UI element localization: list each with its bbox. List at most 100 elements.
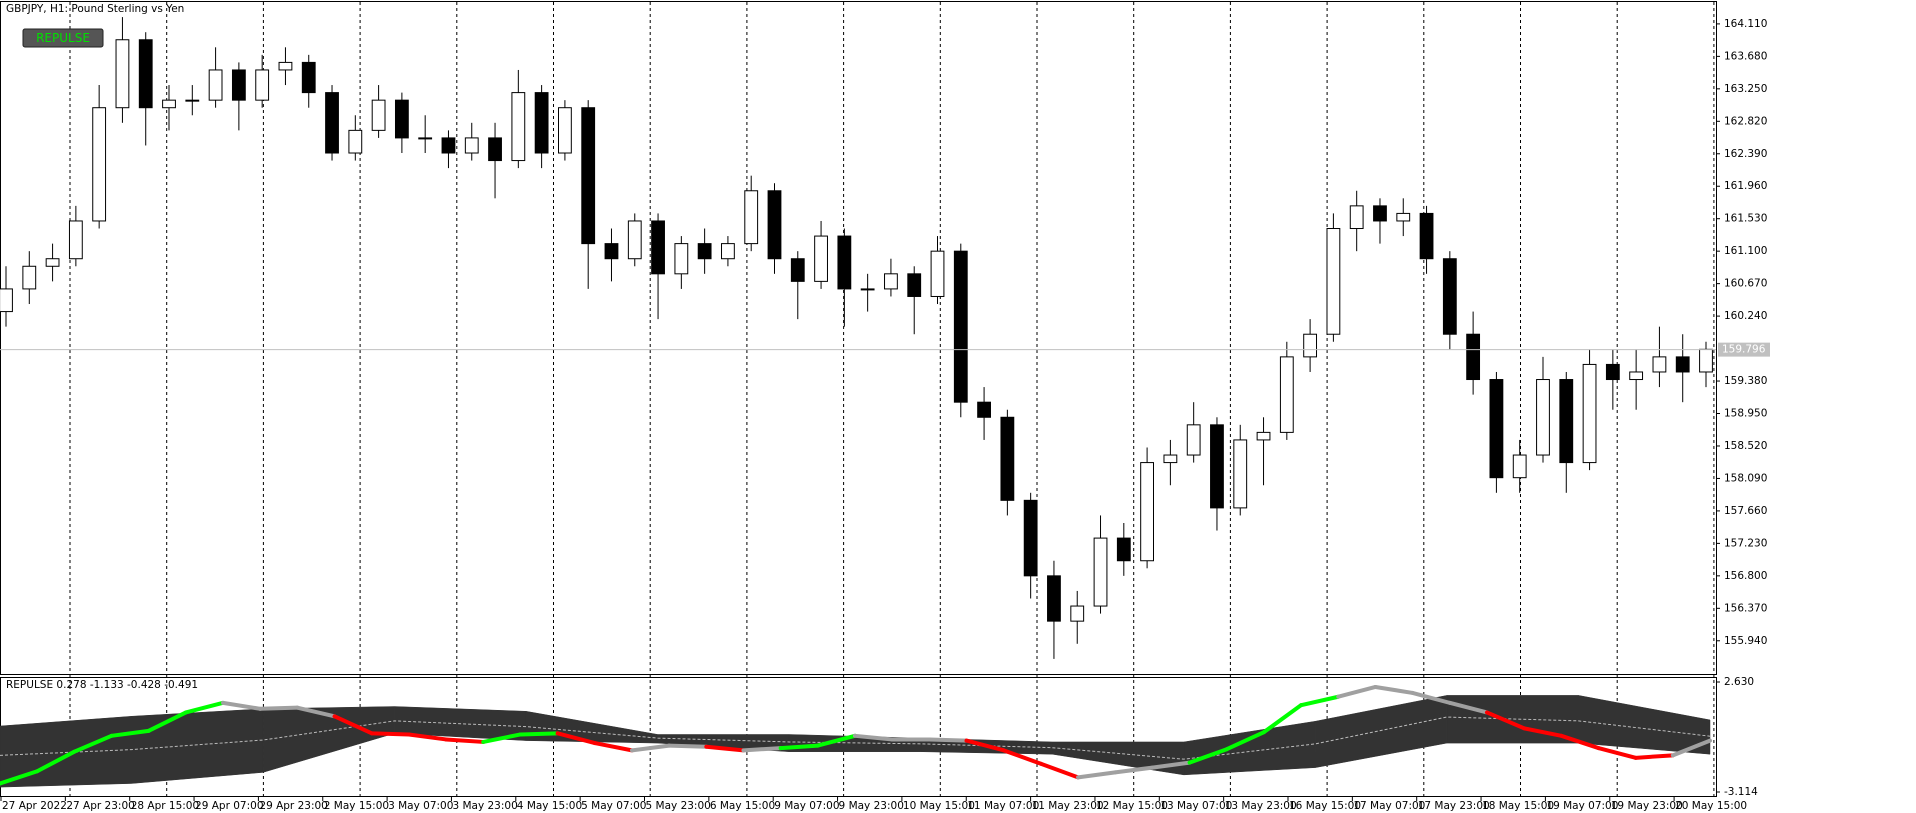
candle-body xyxy=(1210,424,1224,509)
candle-body xyxy=(255,69,270,101)
repulse-segment xyxy=(1559,733,1601,751)
repulse-segment xyxy=(1187,747,1229,765)
candle-body xyxy=(627,220,642,260)
candle-body xyxy=(348,129,363,154)
candle-body xyxy=(1000,416,1015,501)
x-tick-label: 16 May 15:00 xyxy=(1289,800,1361,812)
indicator-button[interactable] xyxy=(22,28,104,48)
candle-body xyxy=(418,137,433,140)
x-tick-label: 10 May 15:00 xyxy=(903,800,975,812)
candle-body xyxy=(162,99,176,109)
price-label-box xyxy=(1718,342,1770,357)
repulse-segment xyxy=(1038,761,1081,780)
candle-body xyxy=(1233,439,1248,509)
repulse-segment xyxy=(704,744,746,753)
y-tick-label: 161.960 xyxy=(1724,180,1767,192)
x-tick-label: 27 Apr 2022 xyxy=(2,800,67,812)
candle-body xyxy=(814,235,828,282)
candle-body xyxy=(1256,431,1271,441)
candle-body xyxy=(1675,356,1690,373)
price-label: 159.796 xyxy=(1722,344,1766,356)
x-tick-label: 11 May 23:00 xyxy=(1032,800,1104,812)
x-tick-label: 13 May 07:00 xyxy=(1160,800,1232,812)
candle-body xyxy=(0,288,13,313)
y-tick-label: 163.680 xyxy=(1724,50,1767,62)
candle-body xyxy=(604,243,619,260)
candle-body xyxy=(325,92,339,154)
repulse-segment xyxy=(1447,700,1489,715)
repulse-segment xyxy=(1336,684,1378,699)
repulse-segment xyxy=(555,731,597,746)
repulse-segment xyxy=(1001,748,1043,766)
y-tick-label: 162.390 xyxy=(1724,148,1767,160)
repulse-segment xyxy=(1299,694,1341,708)
repulse-segment xyxy=(0,769,40,786)
candle-body xyxy=(1373,205,1387,222)
candle-body xyxy=(860,288,875,291)
x-tick-label: 3 May 07:00 xyxy=(388,800,453,812)
repulse-segment xyxy=(778,743,820,751)
x-tick-label: 17 May 07:00 xyxy=(1353,800,1425,812)
repulse-segment xyxy=(481,732,523,744)
candle-body xyxy=(884,273,898,290)
y-tick-label: 162.820 xyxy=(1724,115,1767,127)
candle-body xyxy=(837,235,852,290)
y-tick-label: 163.250 xyxy=(1724,83,1767,95)
candle-body xyxy=(1186,424,1201,456)
candle-body xyxy=(744,190,759,245)
x-tick-label: 5 May 07:00 xyxy=(581,800,646,812)
repulse-segment xyxy=(927,737,969,743)
candle-body xyxy=(581,107,596,245)
x-tick-label: 2 May 15:00 xyxy=(324,800,389,812)
candle-body xyxy=(697,243,712,260)
y-tick-label: 157.660 xyxy=(1724,505,1767,517)
x-tick-label: 9 May 07:00 xyxy=(774,800,839,812)
repulse-segment xyxy=(592,741,634,753)
repulse-segment xyxy=(183,700,226,715)
x-tick-label: 19 May 07:00 xyxy=(1546,800,1618,812)
band-mid xyxy=(0,716,1711,760)
x-tick-label: 6 May 15:00 xyxy=(710,800,775,812)
candle-body xyxy=(45,258,60,267)
candle-body xyxy=(1466,333,1481,381)
y-tick-label: 161.530 xyxy=(1724,213,1767,225)
day-separators xyxy=(69,2,1715,797)
candle-body xyxy=(394,99,409,139)
candle-body xyxy=(1605,363,1620,381)
candle-body xyxy=(92,107,107,222)
repulse-segment xyxy=(109,728,151,738)
candle-body xyxy=(301,61,316,94)
candle-body xyxy=(1023,499,1038,577)
y-tick-label: 160.240 xyxy=(1724,310,1767,322)
x-tick-label: 12 May 15:00 xyxy=(1096,800,1168,812)
y-tick-label: 157.230 xyxy=(1724,537,1767,549)
repulse-segment xyxy=(1113,765,1155,775)
repulse-segment xyxy=(1373,684,1415,695)
repulse-segment xyxy=(332,714,374,736)
repulse-segment xyxy=(1633,753,1675,760)
candle-body xyxy=(1536,379,1550,456)
y-tick-label: 158.950 xyxy=(1724,408,1767,420)
y-tick-label: -3.114 xyxy=(1724,786,1758,798)
indicator-title: REPULSE 0.278 -1.133 -0.428 -0.491 xyxy=(6,679,198,691)
repulse-segment xyxy=(295,705,337,719)
repulse-segment xyxy=(72,733,114,754)
candle-body xyxy=(907,273,922,297)
repulse-segment xyxy=(629,743,672,753)
candle-body xyxy=(371,99,386,131)
candle-body xyxy=(68,220,83,260)
main-frame xyxy=(0,1,1717,675)
repulse-segment xyxy=(221,700,263,711)
candle-body xyxy=(977,401,991,418)
candle-body xyxy=(138,39,153,109)
x-tick-label: 29 Apr 23:00 xyxy=(259,800,327,812)
candle-body xyxy=(1326,228,1341,335)
repulse-segment xyxy=(1410,690,1452,705)
repulse-segment xyxy=(1670,738,1712,758)
candle-body xyxy=(674,243,689,275)
y-tick-label: 2.630 xyxy=(1724,676,1754,688)
candle-body xyxy=(1699,348,1713,373)
candle-body xyxy=(22,265,37,290)
indicator-button-label[interactable]: REPULSE xyxy=(36,31,90,45)
